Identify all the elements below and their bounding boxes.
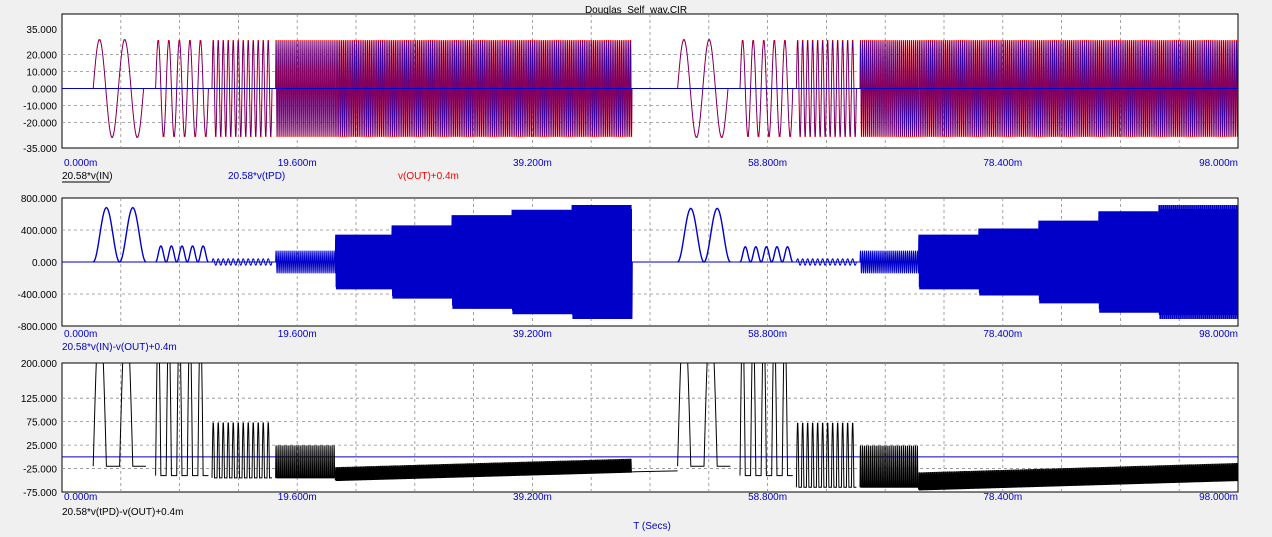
x-tick-label: 19.600m xyxy=(278,329,317,340)
y-tick-label: 25.000 xyxy=(26,441,57,452)
x-axis-label: T (Secs) xyxy=(633,521,671,532)
x-tick-label: 58.800m xyxy=(748,158,787,169)
x-tick-label: 0.000m xyxy=(64,329,97,340)
y-tick-label: 0.000 xyxy=(32,85,57,96)
legend-diff-tpd-out[interactable]: 20.58*v(tPD)-v(OUT)+0.4m xyxy=(62,507,183,518)
series-diff-segment xyxy=(92,206,147,263)
y-tick-label: -20.000 xyxy=(23,119,57,130)
series-diff-fill xyxy=(335,236,392,288)
series-diff-tpd-segment xyxy=(739,363,793,477)
series-diff-tpd-link xyxy=(631,470,678,473)
legend-v-tpd[interactable]: 20.58*v(tPD) xyxy=(228,171,285,182)
x-tick-label: 98.000m xyxy=(1199,329,1238,340)
x-tick-label: 19.600m xyxy=(278,158,317,169)
x-tick-label: 19.600m xyxy=(278,492,317,503)
y-tick-label: 400.000 xyxy=(21,226,58,237)
y-tick-label: -10.000 xyxy=(23,102,57,113)
series-diff-tpd-segment xyxy=(275,445,336,479)
x-tick-label: 78.400m xyxy=(983,158,1022,169)
series-diff-tpd-segment xyxy=(92,363,146,467)
x-tick-label: 0.000m xyxy=(64,158,97,169)
series-diff-segment xyxy=(275,250,337,274)
y-tick-label: 800.000 xyxy=(21,194,58,205)
series-diff-tpd-segment xyxy=(677,363,731,467)
plot-panel-2: 800.000 400.000 0.000 -400.000 -800.000 0.000… xyxy=(18,194,1239,340)
y-tick-label: 200.000 xyxy=(21,359,58,370)
y-tick-label: -35.000 xyxy=(23,144,57,155)
series-diff-fill xyxy=(918,236,979,288)
series-diff-tpd-segment xyxy=(795,422,857,488)
series-diff-fill xyxy=(978,231,1039,293)
plot-panel-1: 35.000 20.000 10.000 0.000 -10.000 -20.000 -35… xyxy=(23,13,1239,169)
y-tick-label: 0.000 xyxy=(32,258,57,269)
series-diff-segment xyxy=(859,250,920,274)
series-diff-segment xyxy=(795,258,857,266)
y-tick-label: 35.000 xyxy=(26,25,57,36)
x-tick-label: 78.400m xyxy=(983,329,1022,340)
y-tick-label: 20.000 xyxy=(26,51,57,62)
series-diff-tpd-segment xyxy=(918,463,1238,491)
window-title: Douglas_Self_wav.CIR xyxy=(585,5,687,16)
series-group-2 xyxy=(62,205,1238,319)
series-group-1 xyxy=(62,38,1238,139)
series-group-3 xyxy=(62,363,1238,491)
series-diff-segment xyxy=(739,246,794,263)
series-diff-fill xyxy=(1098,214,1159,310)
x-tick-label: 58.800m xyxy=(748,329,787,340)
y-tick-label: 125.000 xyxy=(21,394,58,405)
x-tick-label: 98.000m xyxy=(1199,492,1238,503)
x-tick-label: 0.000m xyxy=(64,492,97,503)
y-tick-label: -400.000 xyxy=(18,290,58,301)
series-diff-tpd-segment xyxy=(155,363,209,477)
x-tick-label: 39.200m xyxy=(513,329,552,340)
series-diff-fill xyxy=(1038,223,1099,301)
x-tick-label: 39.200m xyxy=(513,492,552,503)
series-diff-segment xyxy=(677,207,731,263)
y-tick-label: -800.000 xyxy=(18,322,58,333)
legend-v-in[interactable]: 20.58*v(IN) xyxy=(62,171,113,182)
plot-panels: 35.000 20.000 10.000 0.000 -10.000 -20.000 -35… xyxy=(18,13,1239,503)
series-diff-segment xyxy=(211,258,273,266)
series-diff-fill xyxy=(1158,209,1238,315)
x-tick-label: 39.200m xyxy=(513,158,552,169)
series-diff-tpd-segment xyxy=(334,458,632,482)
legend-v-out[interactable]: v(OUT)+0.4m xyxy=(398,171,459,182)
plot-panel-3: 200.000 125.000 75.000 25.000 -25.000 -75.000… xyxy=(21,359,1239,503)
series-diff-fill xyxy=(572,209,632,315)
y-tick-label: -25.000 xyxy=(23,465,57,476)
series-diff-fill xyxy=(392,228,452,296)
series-diff-tpd-segment xyxy=(859,445,919,488)
y-tick-label: -75.000 xyxy=(23,488,57,499)
series-diff-tpd-segment xyxy=(211,422,272,479)
x-tick-label: 78.400m xyxy=(983,492,1022,503)
series-diff-fill xyxy=(452,218,512,306)
x-tick-label: 98.000m xyxy=(1199,158,1238,169)
y-tick-label: 10.000 xyxy=(26,68,57,79)
series-diff-segment xyxy=(155,245,209,263)
x-tick-label: 58.800m xyxy=(748,492,787,503)
series-diff-fill xyxy=(512,213,572,311)
y-tick-label: 75.000 xyxy=(26,418,57,429)
legend-diff-in-out[interactable]: 20.58*v(IN)-v(OUT)+0.4m xyxy=(62,342,177,353)
